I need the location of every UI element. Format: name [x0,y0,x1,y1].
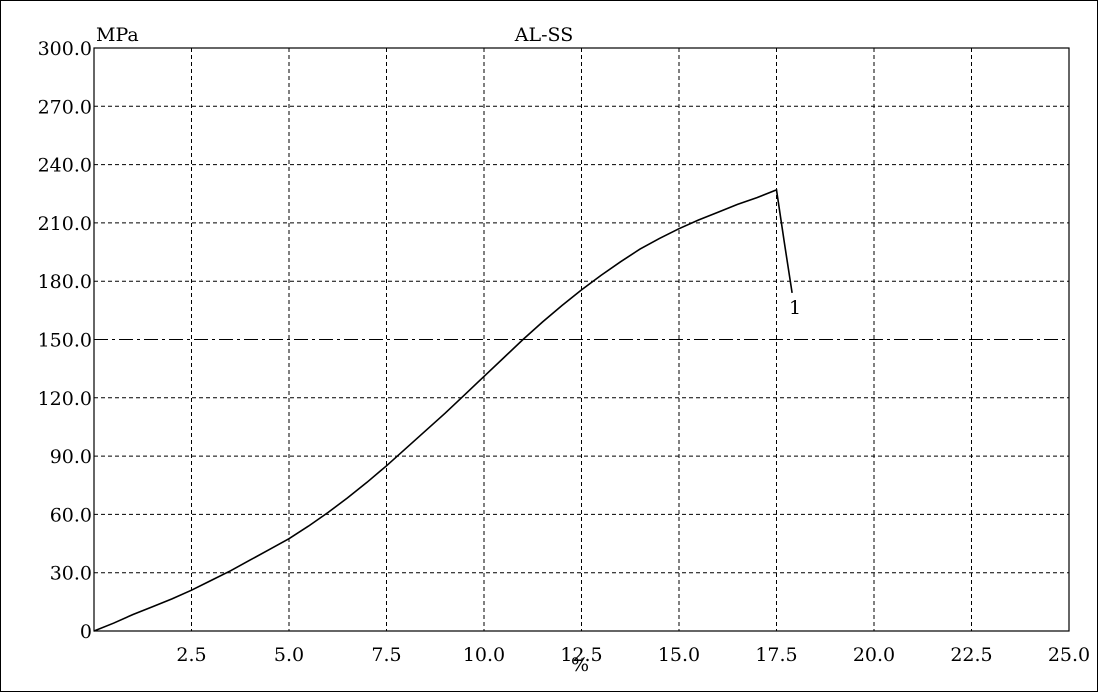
x-tick-label: 7.5 [371,644,401,666]
x-axis-unit-label: % [571,654,589,676]
x-tick-label: 5.0 [274,644,304,666]
series-label: 1 [789,297,801,319]
x-tick-label: 17.5 [755,644,797,666]
y-tick-label: 30.0 [50,563,92,585]
x-tick-label: 12.5 [560,644,602,666]
y-tick-label: 0 [80,621,92,643]
x-tick-label: 25.0 [1048,644,1090,666]
x-tick-label: 20.0 [853,644,895,666]
y-tick-label: 300.0 [38,38,92,60]
y-tick-label: 180.0 [38,271,92,293]
y-axis-ticks: 0 30.0 60.0 90.0 120.0 150.0 180.0 210.0 240.0 27… [38,38,92,643]
series-line [93,188,793,632]
grid-layer [94,48,1069,631]
plot-area-border [93,47,1070,632]
y-tick-label: 240.0 [38,155,92,177]
y-tick-label: 120.0 [38,388,92,410]
x-tick-label: 2.5 [176,644,206,666]
x-tick-label: 10.0 [463,644,505,666]
y-tick-label: 150.0 [38,330,92,352]
chart-title: AL-SS [514,24,573,46]
y-tick-label: 90.0 [50,446,92,468]
y-axis-unit-label: MPa [96,24,139,46]
y-tick-label: 270.0 [38,96,92,118]
x-tick-label: 22.5 [950,644,992,666]
x-tick-label: 15.0 [658,644,700,666]
y-tick-label: 210.0 [38,213,92,235]
x-axis-ticks: 2.5 5.0 7.5 10.0 12.5 15.0 17.5 20.0 22.5 25.0 [176,644,1090,666]
y-tick-label: 60.0 [50,504,92,526]
